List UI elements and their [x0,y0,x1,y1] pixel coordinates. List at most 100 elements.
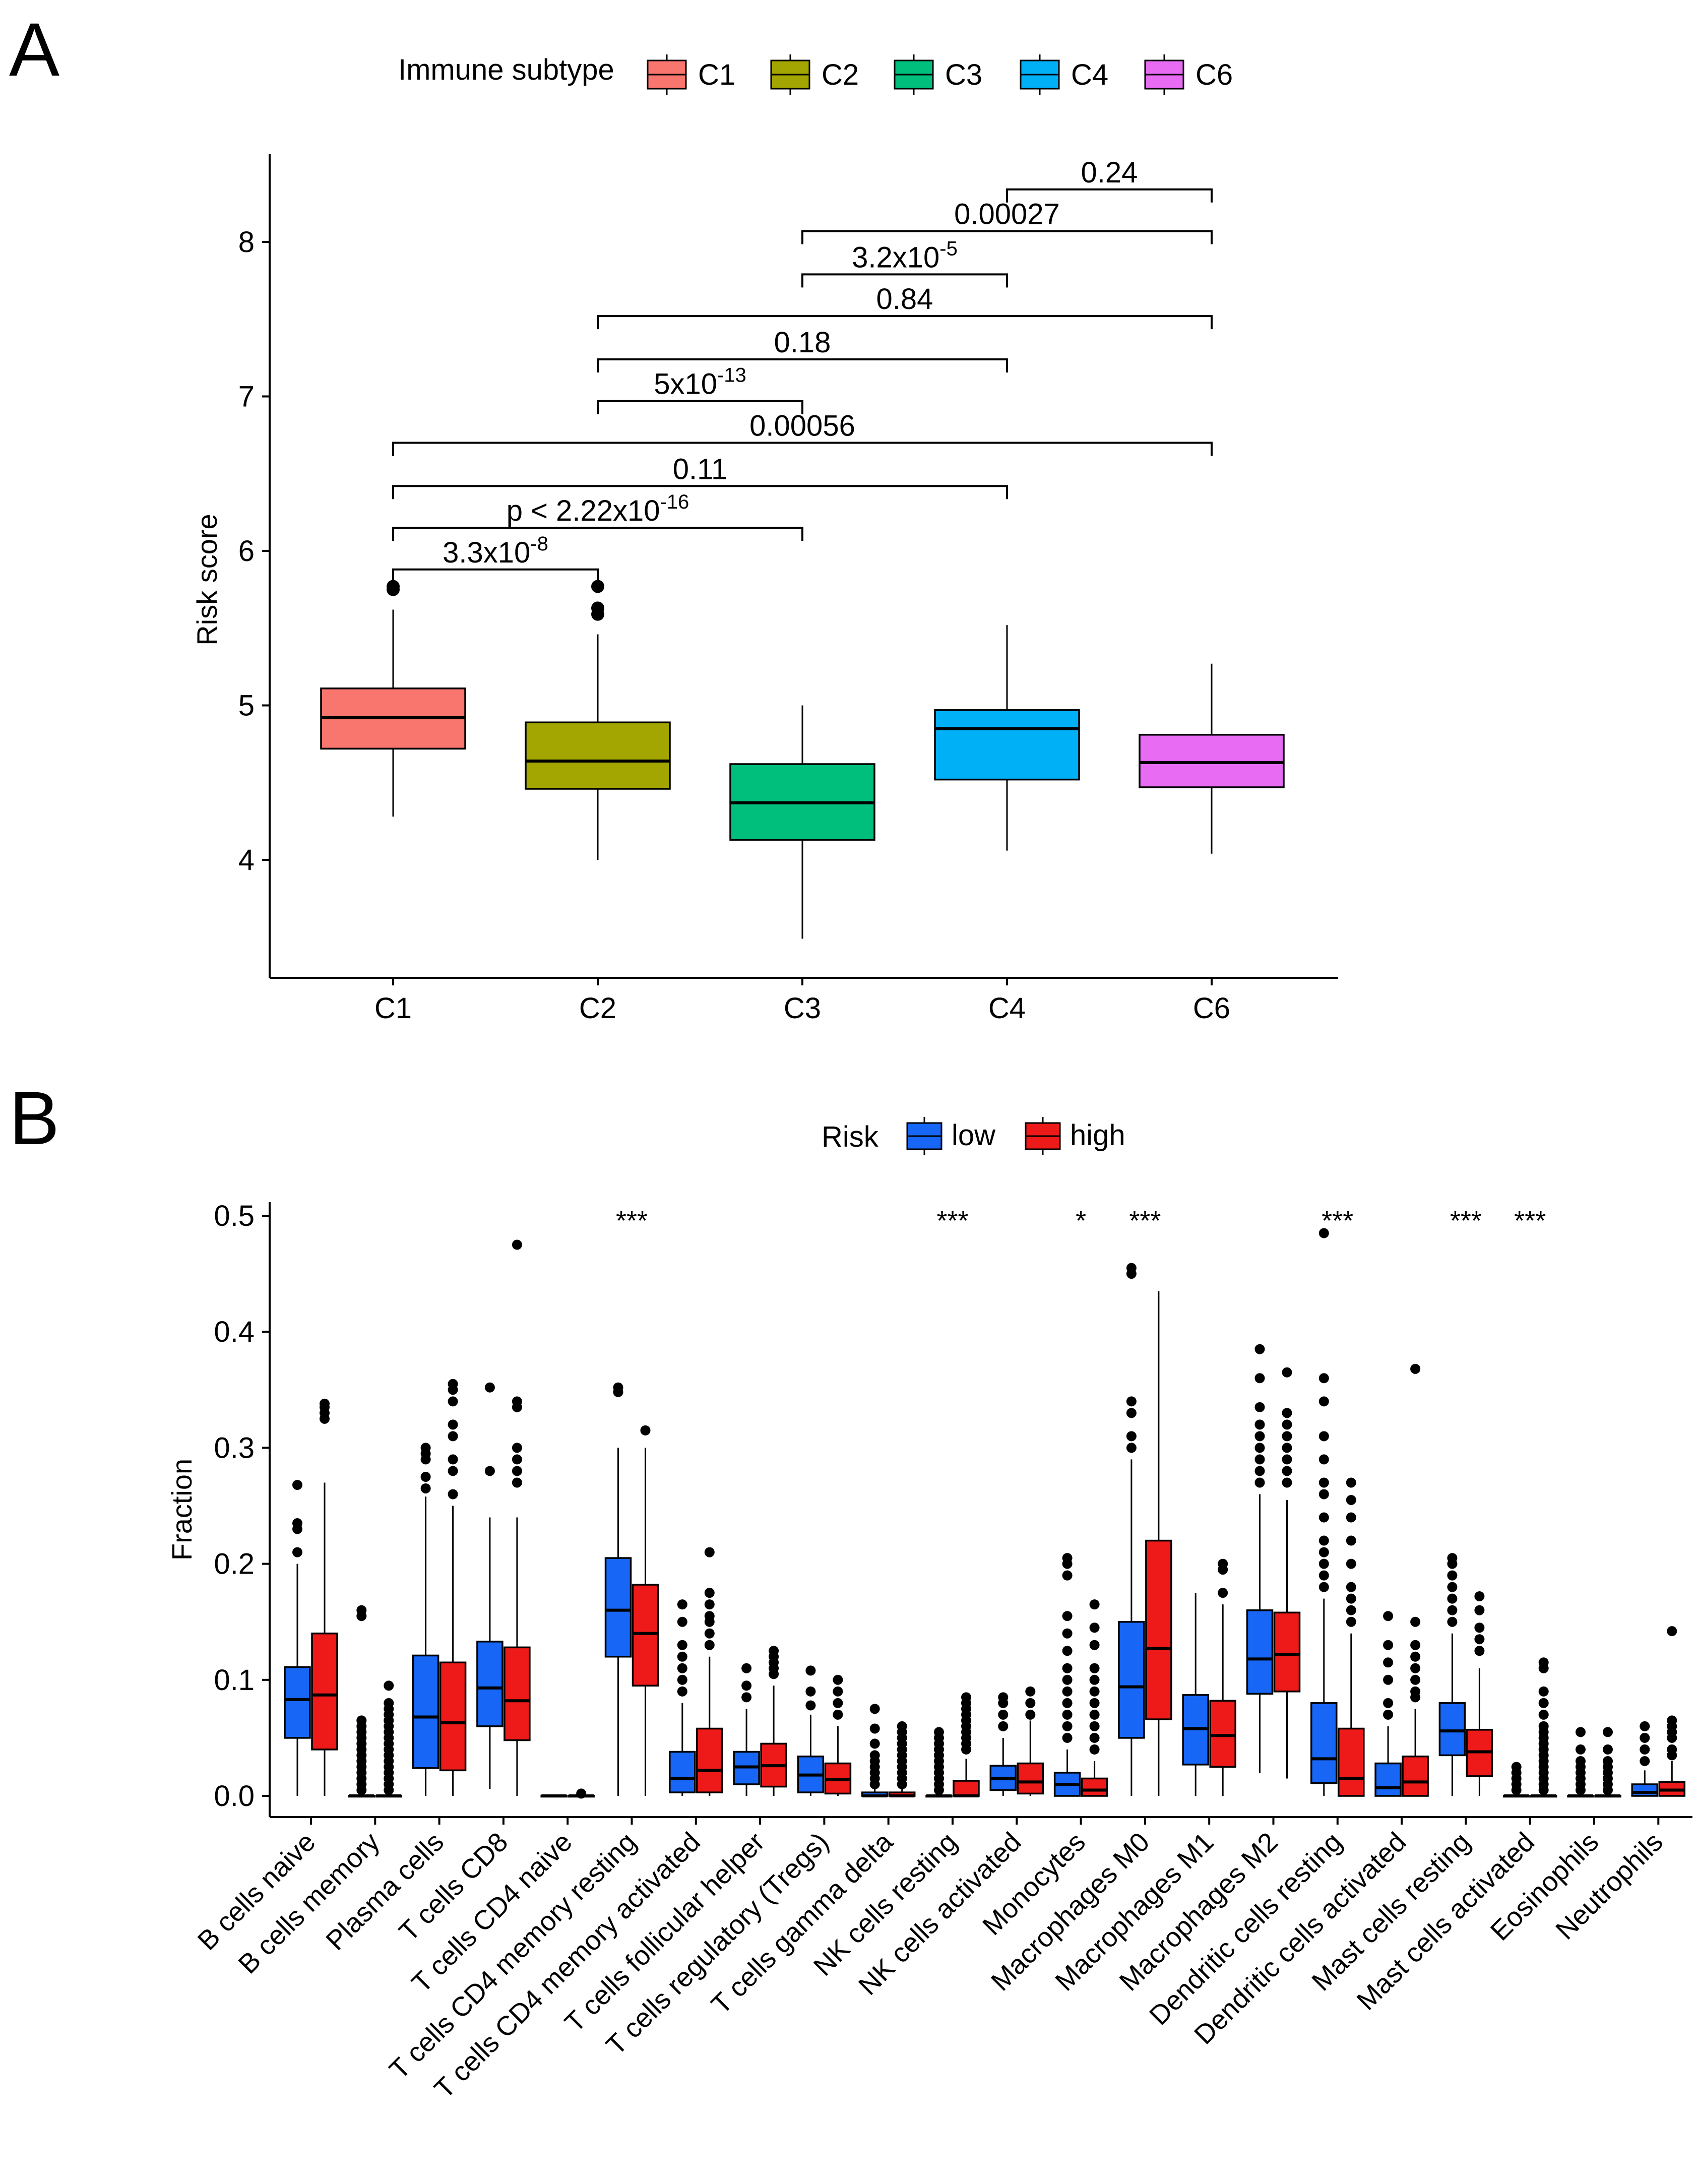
box-high-t-cells-cd8-iqr-box [504,1646,531,1741]
plot-b-y-tick-label-0-2: 0.2 [214,1548,255,1581]
box-low-dendritic-cells-resting-outlier-10 [1318,1396,1329,1407]
box-low-t-cells-follicular-helper-outlier-2 [741,1663,752,1673]
box-low-mast-cells-activated [1502,1762,1530,1798]
comparison-c1-c6: 0.00056 [392,409,1213,456]
box-high-t-cells-regulatory-tregs-outlier-1 [833,1698,843,1708]
box-high-nk-cells-activated-outlier-2 [1025,1686,1036,1697]
box-low-t-cells-cd4-memory-resting-iqr-box [604,1557,632,1658]
box-high-neutrophils-outlier-6 [1667,1626,1677,1637]
box-low-plasma-cells [412,1443,439,1796]
box-high-dendritic-cells-resting-outlier-7 [1346,1494,1356,1505]
box-low-eosinophils-outlier-7 [1576,1727,1586,1737]
box-high-macrophages-m2-outlier-0 [1282,1477,1292,1488]
significance-mast-cells-resting: *** [1450,1206,1482,1236]
box-low-monocytes-outlier-2 [1062,1709,1073,1720]
box-high-dendritic-cells-resting-outlier-1 [1346,1605,1356,1615]
box-low-t-cells-cd4-memory-activated-outlier-3 [677,1651,687,1662]
box-low-neutrophils-outlier-2 [1640,1732,1650,1743]
box-c2-outlier-1 [591,601,604,615]
plot-a-y-tick-label-4: 4 [238,844,255,877]
comparison-c1-c4: 0.11 [392,453,1008,500]
box-high-t-cells-cd8-outlier-0 [512,1477,522,1488]
box-high-eosinophils-outlier-5 [1603,1756,1613,1766]
box-low-b-cells-naive-iqr-box [284,1666,311,1739]
box-high-t-cells-cd4-memory-resting-iqr-box [632,1584,659,1687]
comparison-c2-c6-p-value-base: 0.84 [876,283,933,316]
box-low-eosinophils-outlier-6 [1576,1744,1586,1755]
legend-a-key-c3: C3 [894,54,982,95]
box-low-t-cells-cd4-memory-activated-outlier-4 [677,1640,687,1650]
box-c3 [729,705,875,939]
box-low-macrophages-m2-outlier-1 [1254,1466,1265,1476]
plot-b-y-tick-label-0-5: 0.5 [214,1200,255,1232]
box-low-macrophages-m0 [1118,1263,1145,1796]
box-high-t-cells-regulatory-tregs [824,1674,852,1796]
box-high-nk-cells-activated [1017,1686,1044,1796]
comparison-c3-c6-p-value: 0.00027 [954,198,1060,231]
box-high-t-cells-regulatory-tregs-outlier-2 [833,1686,843,1697]
significance-macrophages-m0: *** [1129,1206,1161,1236]
plot-a-x-tick-label-c4: C4 [988,992,1026,1025]
box-low-dendritic-cells-activated-outlier-4 [1383,1640,1394,1650]
box-high-t-cells-cd4-memory-activated-outlier-1 [704,1628,715,1639]
comparison-c2-c4-bracket [597,358,1008,372]
comparison-c1-c3-p-value-base: p < 2.22x10 [507,494,660,527]
comparison-c1-c3-p-value: p < 2.22x10-16 [507,491,689,527]
box-low-mast-cells-resting-outlier-4 [1447,1570,1458,1581]
box-high-t-cells-cd8-outlier-5 [512,1396,522,1407]
box-high-dendritic-cells-activated [1402,1363,1429,1797]
box-high-dendritic-cells-resting-outlier-0 [1346,1616,1356,1627]
box-c2-iqr-box [525,721,671,790]
box-low-macrophages-m1 [1182,1593,1209,1796]
box-low-macrophages-m0-outlier-2 [1126,1408,1137,1418]
comparison-c3-c4-p-value: 3.2x10-5 [852,237,958,274]
comparison-c1-c3-bracket [392,527,803,541]
box-high-mast-cells-resting-outlier-3 [1474,1605,1485,1615]
box-low-monocytes-outlier-5 [1062,1674,1073,1685]
box-low-t-cells-cd4-memory-activated-outlier-2 [677,1663,687,1673]
box-low-nk-cells-resting [925,1727,953,1798]
box-high-plasma-cells-outlier-1 [448,1466,458,1476]
box-high-macrophages-m2-outlier-5 [1282,1419,1292,1430]
panel-a-letter: A [9,7,59,92]
box-low-t-cells-cd8-outlier-1 [484,1382,495,1393]
box-high-t-cells-cd4-memory-activated-outlier-6 [704,1547,715,1557]
box-low-mast-cells-resting-iqr-box [1438,1702,1466,1757]
box-low-dendritic-cells-resting-outlier-12 [1318,1228,1329,1238]
comparison-c4-c6-p-value-base: 0.24 [1081,156,1138,189]
box-low-dendritic-cells-resting-outlier-11 [1318,1373,1329,1384]
box-high-mast-cells-activated [1530,1657,1557,1798]
box-high-macrophages-m0 [1145,1291,1172,1796]
legend-a-label-c1: C1 [698,58,735,91]
box-high-monocytes-iqr-box [1081,1777,1108,1797]
comparison-c2-c3-bracket [597,400,803,414]
box-high-mast-cells-resting-outlier-2 [1474,1623,1485,1633]
box-high-mast-cells-activated-outlier-12 [1538,1709,1549,1720]
box-high-monocytes-outlier-8 [1089,1640,1100,1650]
box-high-nk-cells-resting-iqr-box [953,1780,980,1797]
plot-a-boxes [320,580,1285,939]
plot-b-significance-marks: *** *** * *** *** *** *** [616,1206,1546,1236]
legend-b-title: Risk [822,1120,879,1153]
box-low-b-cells-memory-outlier-12 [356,1715,367,1726]
comparison-c1-c3-p-value-exponent: -16 [660,491,689,513]
box-high-b-cells-naive-iqr-box [311,1632,338,1751]
box-high-plasma-cells-outlier-2 [448,1454,458,1465]
plot-a-x-tick-label-c2: C2 [579,992,616,1025]
box-high-plasma-cells-iqr-box [439,1661,467,1772]
box-high-neutrophils-outlier-1 [1667,1744,1677,1755]
legend-b-key-high: high [1025,1117,1125,1155]
box-high-b-cells-memory [375,1680,403,1798]
box-high-eosinophils [1594,1727,1621,1798]
box-high-t-cells-follicular-helper-outlier-4 [769,1646,779,1656]
legend-a-keys: C1 C2 C3 C4 C6 [647,54,1233,95]
box-low-dendritic-cells-resting-outlier-4 [1318,1535,1329,1546]
box-high-t-cells-cd4-memory-activated-iqr-box [696,1727,723,1793]
box-high-dendritic-cells-activated-outlier-5 [1410,1640,1421,1650]
plot-b-y-tick-label-0-0: 0.0 [214,1780,255,1813]
box-low-t-cells-follicular-helper [733,1663,760,1796]
box-low-monocytes-outlier-10 [1062,1570,1073,1581]
box-high-macrophages-m2-outlier-1 [1282,1466,1292,1476]
box-high-dendritic-cells-resting [1338,1477,1365,1797]
